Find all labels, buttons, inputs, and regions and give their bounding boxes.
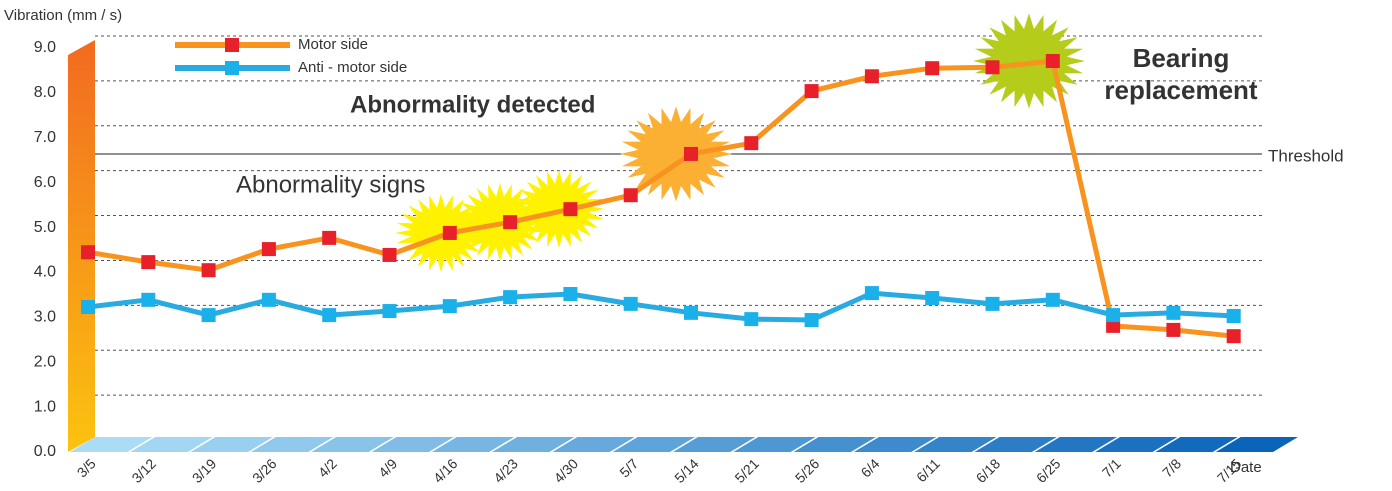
- data-point: [986, 60, 1000, 74]
- data-point: [383, 248, 397, 262]
- data-point: [202, 263, 216, 277]
- data-point: [443, 299, 457, 313]
- legend-marker: [225, 61, 239, 75]
- x-tick-label: 3/19: [189, 455, 220, 486]
- x-tick-label: 3/5: [74, 455, 99, 480]
- legend-marker: [225, 38, 239, 52]
- data-point: [1227, 329, 1241, 343]
- x-tick-label: 3/12: [128, 455, 159, 486]
- data-point: [141, 255, 155, 269]
- annotation: Abnormality signs: [236, 171, 425, 198]
- data-point: [624, 188, 638, 202]
- y-axis-title: Vibration (mm / s): [4, 7, 122, 24]
- annotation: Abnormality detected: [350, 91, 595, 118]
- x-tick-label: 5/21: [731, 455, 762, 486]
- data-point: [986, 297, 1000, 311]
- threshold-label: Threshold: [1268, 146, 1344, 165]
- data-point: [865, 286, 879, 300]
- x-tick-label: 4/23: [490, 455, 521, 486]
- x-tick-label: 4/30: [551, 455, 582, 486]
- series-line: [88, 61, 1234, 336]
- data-point: [684, 306, 698, 320]
- chart: Vibration (mm / s) Date 0.01.02.03.04.05…: [0, 0, 1392, 491]
- y-tick-label: 7.0: [34, 129, 56, 146]
- data-point: [262, 242, 276, 256]
- data-point: [322, 231, 336, 245]
- y-tick-label: 4.0: [34, 264, 56, 281]
- x-tick-label: 6/4: [858, 455, 883, 480]
- data-point: [744, 136, 758, 150]
- data-point: [141, 293, 155, 307]
- data-point: [563, 202, 577, 216]
- x-tick-label: 6/25: [1033, 455, 1064, 486]
- data-point: [503, 215, 517, 229]
- y-tick-label: 5.0: [34, 219, 56, 236]
- y-tick-label: 8.0: [34, 84, 56, 101]
- x-tick-label: 4/16: [430, 455, 461, 486]
- x-tick-label: 7/1: [1099, 455, 1124, 480]
- data-point: [925, 291, 939, 305]
- x-tick-label: 5/26: [792, 455, 823, 486]
- y-tick-label: 3.0: [34, 309, 56, 326]
- x-tick-label: 3/26: [249, 455, 280, 486]
- x-tick-label: 4/9: [375, 455, 400, 480]
- y-tick-label: 2.0: [34, 353, 56, 370]
- data-point: [81, 245, 95, 259]
- legend-label: Motor side: [298, 36, 368, 53]
- y-tick-label: 6.0: [34, 174, 56, 191]
- x-tick-label: 7/8: [1159, 455, 1184, 480]
- legend-label: Anti - motor side: [298, 59, 407, 76]
- y-tick-label: 0.0: [34, 443, 56, 460]
- annotation: Bearing: [1133, 43, 1230, 73]
- data-point: [1227, 309, 1241, 323]
- data-point: [1166, 323, 1180, 337]
- annotation: replacement: [1104, 75, 1258, 105]
- data-point: [443, 226, 457, 240]
- x-tick-label: 5/14: [671, 455, 702, 486]
- series-line: [88, 293, 1234, 320]
- y-tick-label: 9.0: [34, 39, 56, 56]
- data-point: [1046, 293, 1060, 307]
- starburst: [513, 170, 605, 248]
- data-point: [624, 297, 638, 311]
- x-tick-label: 6/18: [973, 455, 1004, 486]
- data-point: [865, 69, 879, 83]
- data-point: [81, 300, 95, 314]
- data-point: [383, 304, 397, 318]
- data-point: [322, 308, 336, 322]
- y-tick-label: 1.0: [34, 398, 56, 415]
- data-point: [202, 308, 216, 322]
- starburst: [620, 106, 732, 201]
- x-tick-label: 6/11: [913, 455, 943, 485]
- x-tick-label: 5/7: [616, 455, 641, 480]
- data-point: [503, 290, 517, 304]
- data-point: [1046, 54, 1060, 68]
- data-point: [1106, 308, 1120, 322]
- data-point: [744, 312, 758, 326]
- data-point: [805, 313, 819, 327]
- data-point: [805, 84, 819, 98]
- data-point: [563, 287, 577, 301]
- data-point: [925, 61, 939, 75]
- data-point: [684, 147, 698, 161]
- data-point: [1166, 306, 1180, 320]
- x-tick-label: 4/2: [315, 455, 340, 480]
- data-point: [262, 293, 276, 307]
